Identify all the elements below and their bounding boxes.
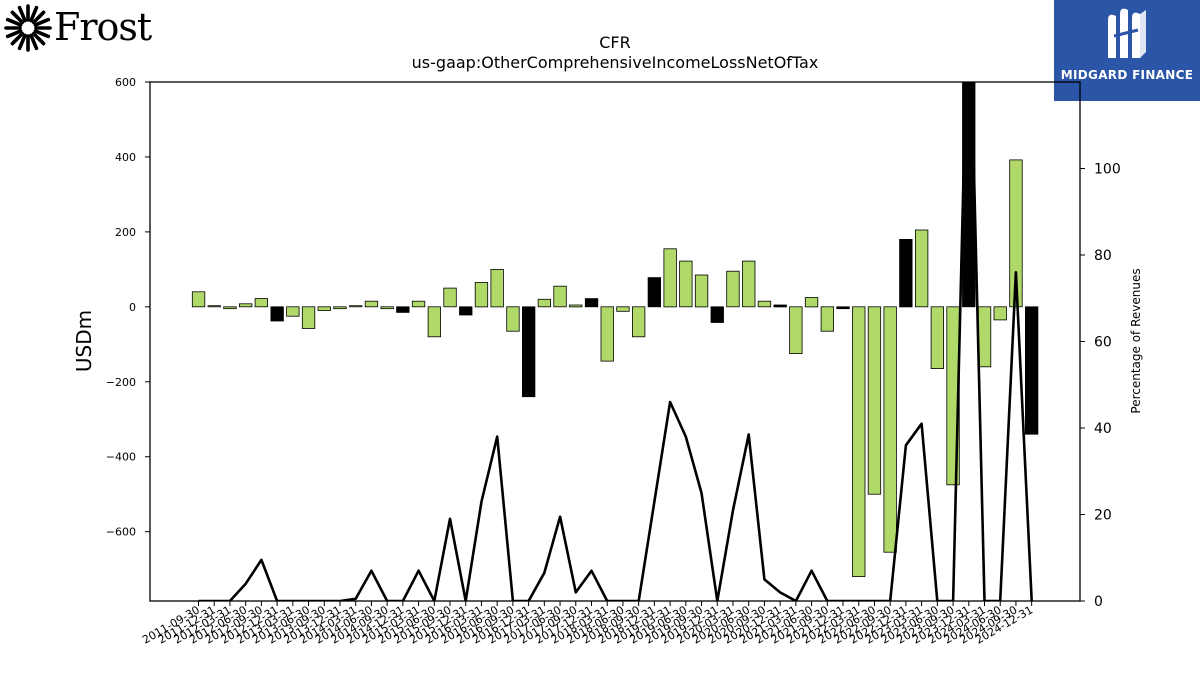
y-tick-label: 400 [115,151,136,164]
bar-series [191,81,1039,577]
bar [349,305,363,308]
bar [694,274,709,308]
midgard-finance-logo: MIDGARD FINANCE [1054,0,1200,101]
chart-subtitle: us-gaap:OtherComprehensiveIncomeLossNetO… [412,53,819,72]
bar [1009,159,1023,308]
y-axis-label: USDm [72,310,96,372]
bar [286,306,300,317]
y-tick-label: −400 [106,451,136,464]
bar [930,306,944,369]
bar [757,300,772,308]
bar [867,306,882,495]
bar [899,238,913,308]
chart-title: CFR [599,33,631,52]
bar [883,306,897,553]
bar [600,306,614,362]
y-tick-label: −200 [106,376,136,389]
y-tick-label: 600 [115,76,136,89]
bar [427,306,442,338]
bar [238,303,253,308]
y-tick-label: −600 [106,526,136,539]
bar [915,229,929,308]
bar [647,277,661,308]
line-series [198,82,1033,601]
bar [333,306,347,310]
y2-tick-label: 100 [1094,162,1121,178]
bar [553,285,567,308]
y2-tick-label: 40 [1094,421,1112,437]
y-tick-label: 0 [129,301,136,314]
bar [474,282,489,308]
frost-logo-icon [4,4,52,52]
frost-logo: Frost [4,4,154,52]
bar [411,300,426,308]
bar [820,306,834,332]
midgard-logo-text: MIDGARD FINANCE [1060,68,1194,82]
y2-tick-label: 80 [1094,248,1112,264]
bar [380,306,394,310]
axes: −600−400−20002004006000204060801002011-0… [106,76,1121,647]
bar [223,306,237,310]
bar [977,306,992,368]
y-tick-label: 200 [115,226,136,239]
bar [301,306,316,329]
bar [506,306,520,332]
bar [522,306,536,398]
midgard-logo-icon [1108,8,1146,59]
y2-tick-label: 20 [1094,508,1112,524]
bar [537,298,551,308]
bar [836,306,850,310]
bar [789,306,803,354]
bar [1025,306,1039,435]
bar [364,300,379,308]
bar [396,306,410,313]
bar [317,306,331,311]
y2-axis-label: Percentage of Revenues [1129,268,1143,413]
bar [207,305,221,308]
bar [569,304,583,308]
bar [663,248,677,308]
bar [726,270,740,308]
line-path [198,82,1033,601]
bar [270,306,284,322]
bar [710,306,724,323]
bar [852,306,866,577]
bar [742,260,756,308]
bar [616,306,630,312]
bar [679,260,693,308]
bar [584,298,599,308]
y2-tick-label: 0 [1094,594,1103,610]
bar [632,306,646,338]
frost-logo-text: Frost [54,5,152,49]
y2-tick-label: 60 [1094,335,1112,351]
bar [459,306,473,316]
bar [490,268,504,308]
bar [191,291,206,308]
bar [254,298,269,308]
bar [993,306,1007,321]
bar [804,297,819,308]
bar [773,304,787,308]
bar [443,287,457,308]
